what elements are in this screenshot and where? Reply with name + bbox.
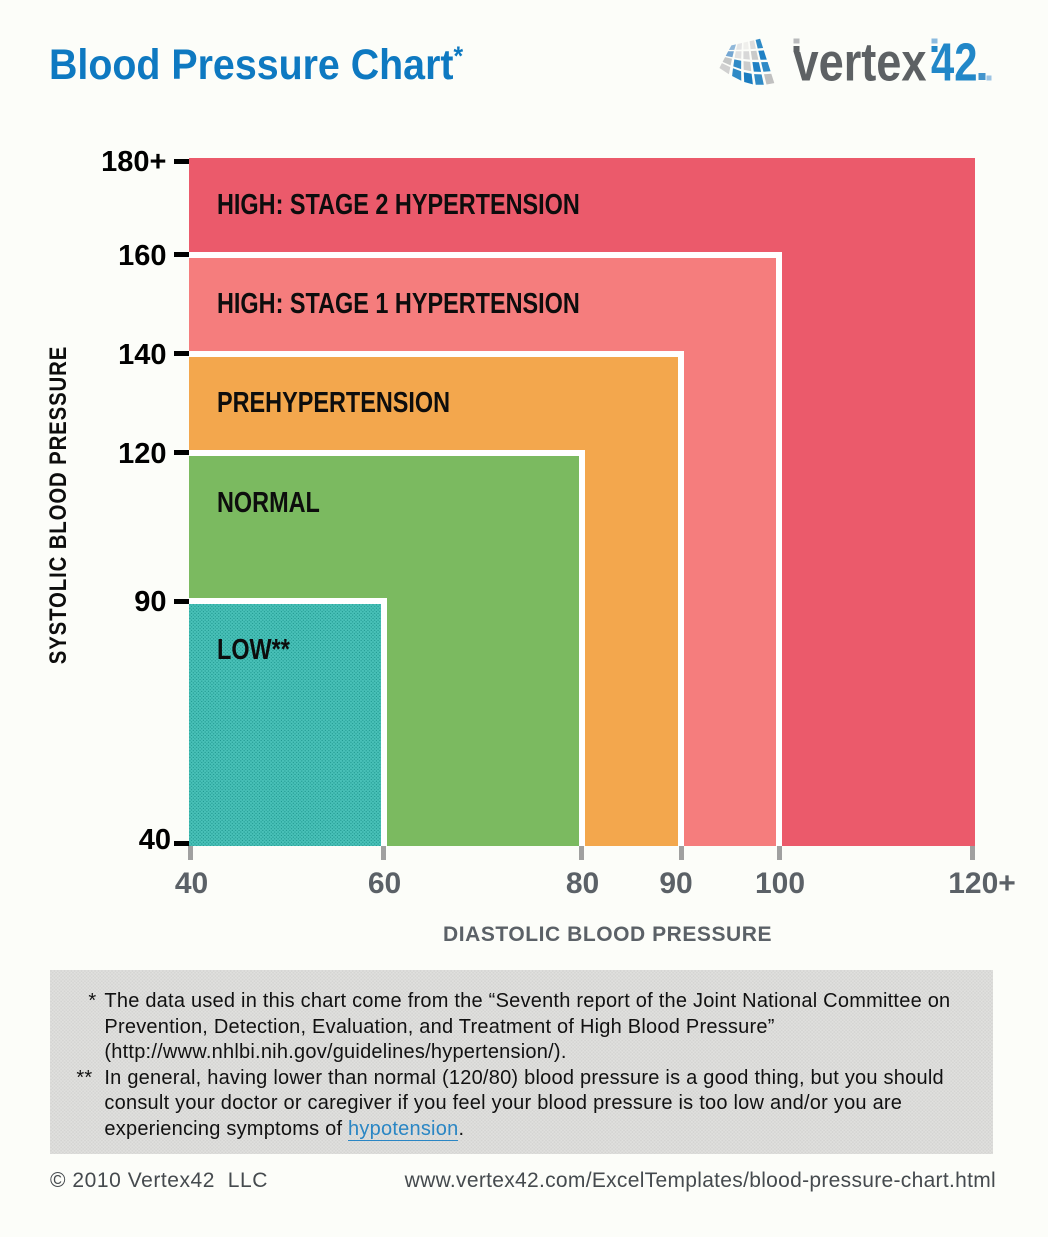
svg-text:vertex: vertex bbox=[794, 33, 927, 93]
svg-text:42: 42 bbox=[931, 33, 978, 93]
